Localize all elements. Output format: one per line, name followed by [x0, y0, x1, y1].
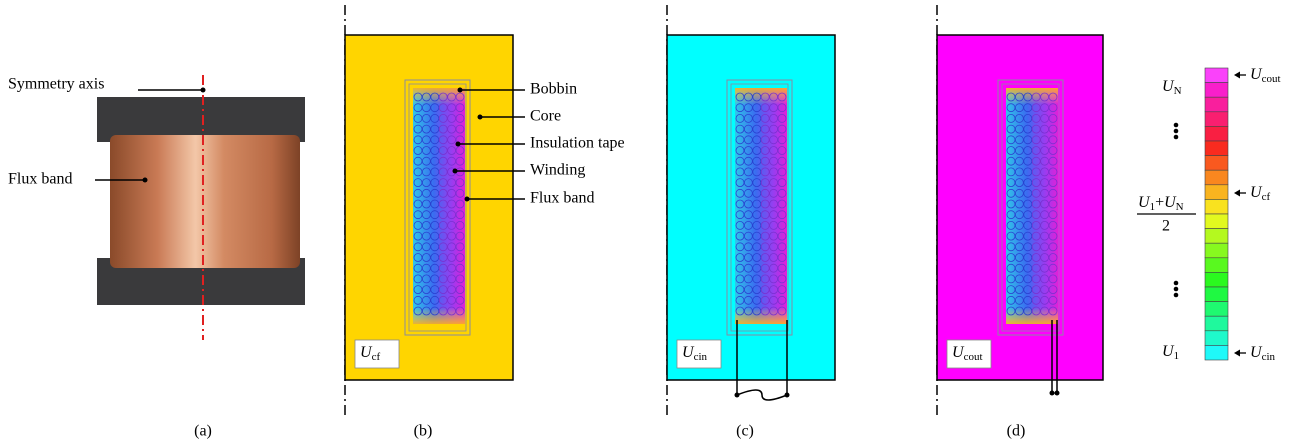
subscript: cout: [964, 351, 983, 363]
dot: [1174, 123, 1179, 128]
colorbar-cell: [1205, 302, 1228, 317]
panel-label: (c): [736, 423, 754, 440]
colorbar-cell: [1205, 83, 1228, 98]
colorbar-cell: [1205, 156, 1228, 171]
colorbar-cell: [1205, 287, 1228, 302]
colorbar-cell: [1205, 97, 1228, 112]
leader-dot: [201, 88, 206, 93]
colorbar-cell: [1205, 272, 1228, 287]
leader-dot: [465, 197, 470, 202]
colorbar-cell: [1205, 68, 1228, 83]
subscript: N: [1174, 85, 1182, 97]
marker-arrowhead: [1234, 190, 1240, 197]
dot: [1174, 293, 1179, 298]
marker-arrowhead: [1234, 72, 1240, 79]
colorbar-mid-label: U1+UN: [1138, 194, 1184, 213]
colorbar-cell: [1205, 258, 1228, 273]
photo: [97, 75, 305, 340]
subscript: cout: [1262, 73, 1281, 85]
marker-arrowhead: [1234, 350, 1240, 357]
panel-label: (a): [194, 423, 212, 440]
leader-dot: [458, 88, 463, 93]
dot: [1174, 281, 1179, 286]
colorbar-top-label: UN: [1162, 78, 1182, 97]
annotation: Flux band: [8, 171, 72, 188]
subscript: cf: [372, 351, 381, 363]
colorbar: [1205, 68, 1228, 360]
subscript: cf: [1262, 191, 1271, 203]
operator: +: [1155, 194, 1164, 211]
annotation: Flux band: [530, 190, 594, 207]
annotation: Symmetry axis: [8, 76, 104, 93]
leader-dot: [453, 169, 458, 174]
colorbar-cell: [1205, 243, 1228, 258]
figure: Symmetry axis Flux band Ucf Ucin Ucout Bob…: [0, 0, 1303, 445]
colorbar-cell: [1205, 170, 1228, 185]
terminal: [1055, 391, 1060, 396]
terminal: [1050, 391, 1055, 396]
colorbar-cell: [1205, 345, 1228, 360]
annotation: Core: [530, 108, 561, 125]
flux-band-photo: [110, 135, 300, 268]
leader-dot: [143, 178, 148, 183]
leader-dot: [478, 115, 483, 120]
colorbar-cell: [1205, 199, 1228, 214]
subscript: N: [1176, 201, 1184, 213]
leader-dot: [456, 142, 461, 147]
marker-label: Ucf: [1250, 184, 1270, 203]
colorbar-cell: [1205, 112, 1228, 127]
dot: [1174, 287, 1179, 292]
colorbar-bottom-label: U1: [1162, 343, 1179, 362]
terminal: [785, 393, 790, 398]
subscript: cin: [694, 351, 708, 363]
colorbar-cell: [1205, 331, 1228, 346]
colorbar-cell: [1205, 185, 1228, 200]
annotation: Insulation tape: [530, 135, 625, 152]
panel-label: (b): [414, 423, 433, 440]
annotation: Bobbin: [530, 81, 577, 98]
colorbar-cell: [1205, 229, 1228, 244]
subscript: 1: [1174, 350, 1180, 362]
colorbar-mid-denominator: 2: [1162, 218, 1170, 235]
colorbar-cell: [1205, 141, 1228, 156]
dot: [1174, 129, 1179, 134]
colorbar-cell: [1205, 316, 1228, 331]
panel-label: (d): [1007, 423, 1026, 440]
terminal: [735, 393, 740, 398]
colorbar-cell: [1205, 214, 1228, 229]
subscript: cin: [1262, 351, 1276, 363]
colorbar-cell: [1205, 126, 1228, 141]
dot: [1174, 135, 1179, 140]
marker-label: Ucout: [1250, 66, 1281, 85]
marker-label: Ucin: [1250, 344, 1276, 363]
annotation: Winding: [530, 162, 585, 179]
